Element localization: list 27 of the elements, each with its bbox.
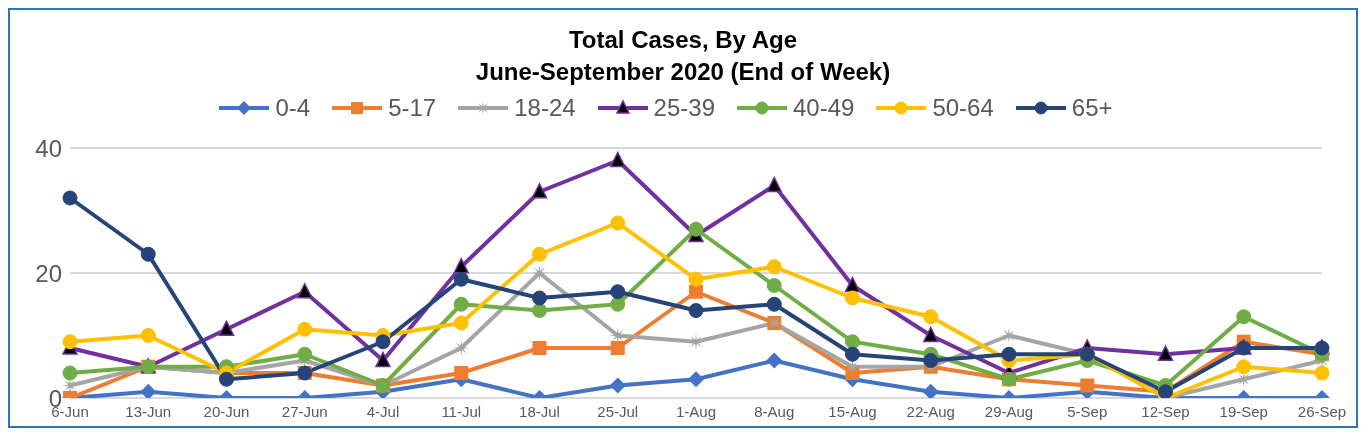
legend-label: 65+ <box>1071 94 1113 122</box>
x-tick-label: 25-Jul <box>597 402 639 420</box>
x-tick-label: 19-Sep <box>1219 402 1268 420</box>
x-tick-label: 11-Jul <box>441 402 482 420</box>
x-tick-label: 13-Jun <box>125 402 172 420</box>
x-tick-label: 5-Sep <box>1067 402 1108 420</box>
x-tick-label: 15-Aug <box>828 402 877 420</box>
x-tick-label: 1-Aug <box>675 402 717 420</box>
y-tick-label: 40 <box>35 134 62 162</box>
legend-label: 5-17 <box>388 94 437 122</box>
x-tick-label: 8-Aug <box>754 402 795 420</box>
x-tick-label: 4-Jul <box>366 402 400 420</box>
x-tick-label: 20-Jun <box>203 402 250 420</box>
x-tick-label: 22-Aug <box>906 402 955 420</box>
legend-label: 40-49 <box>793 94 855 122</box>
x-tick-label: 29-Aug <box>984 402 1034 420</box>
legend-label: 25-39 <box>653 94 715 122</box>
x-tick-label: 18-Jul <box>519 402 560 420</box>
chart-title: Total Cases, By Age <box>567 25 799 55</box>
legend-label: 0-4 <box>275 94 311 122</box>
y-tick-label: 20 <box>35 259 62 287</box>
x-tick-label: 27-Jun <box>281 402 328 420</box>
x-tick-label: 26-Sep <box>1297 402 1347 420</box>
x-tick-label: 12-Sep <box>1141 402 1190 420</box>
legend-label: 18-24 <box>514 94 576 122</box>
legend-label: 50-64 <box>932 94 994 122</box>
chart-subtitle: June-September 2020 (End of Week) <box>474 57 892 87</box>
